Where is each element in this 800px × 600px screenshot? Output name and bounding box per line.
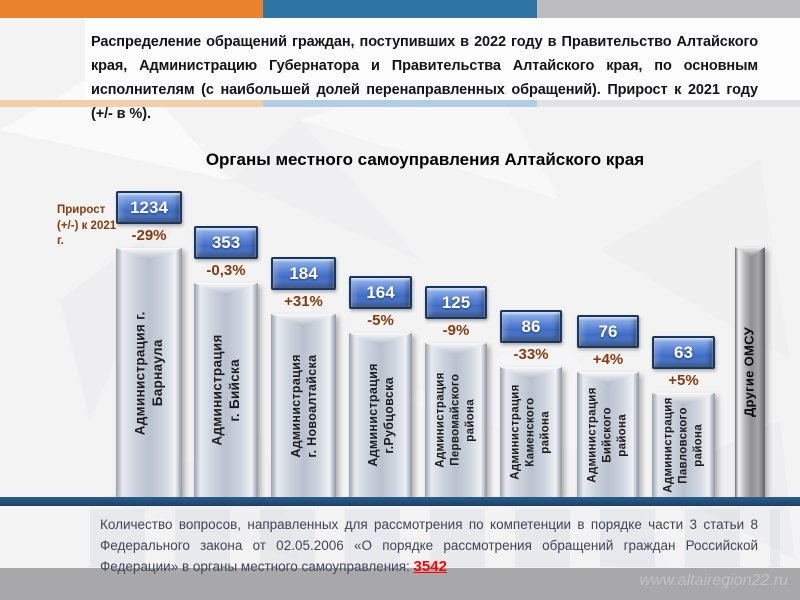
footer-note: Количество вопросов, направленных для ра… <box>100 514 758 577</box>
bar-label: Администрация г.Рубцовска <box>365 363 396 467</box>
bar-column-biysk: 353 -0,3% Администрация г. Бийска <box>194 226 258 497</box>
change-label: -9% <box>442 322 470 339</box>
change-label: -0,3% <box>206 262 246 279</box>
bar-label: Администрация Каменского района <box>509 384 552 480</box>
bar: Администрация Бийского района <box>577 372 639 497</box>
bar-column-kamensky: 86 -33% Администрация Каменского района <box>500 310 562 497</box>
strip-orange <box>0 100 263 107</box>
bar: Администрация г. Барнаула <box>116 248 182 497</box>
accent-orange-segment <box>0 0 263 18</box>
bar-label: Другие ОМСУ <box>741 326 757 418</box>
value-badge: 63 <box>652 336 715 369</box>
bar-column-barnaul: 1234 -29% Администрация г. Барнаула <box>116 191 182 497</box>
bar: Администрация г.Рубцовска <box>349 333 412 497</box>
slide-header: Распределение обращений граждан, поступи… <box>85 18 800 122</box>
top-accent-bar <box>0 0 800 18</box>
bar: Администрация г. Новоалтайска <box>271 314 336 497</box>
bar-column-rubtsovsk: 164 -5% Администрация г.Рубцовска <box>349 276 412 497</box>
growth-note: Прирост (+/-) к 2021 г. <box>57 204 117 248</box>
bar: Администрация Каменского района <box>500 367 562 497</box>
change-label: -29% <box>131 227 167 244</box>
change-label: +31% <box>284 293 323 310</box>
value-badge: 184 <box>271 257 336 290</box>
bar-label: Администрация г. Барнаула <box>132 310 165 435</box>
value-badge: 76 <box>577 315 639 348</box>
bar: Администрация Павловского района <box>652 393 715 497</box>
bar-column-novoaltaysk: 184 +31% Администрация г. Новоалтайска <box>271 257 336 497</box>
change-label: +4% <box>592 351 624 368</box>
footer-band: www.altairegion22.ru <box>0 568 800 600</box>
accent-blue-segment <box>263 0 537 18</box>
bar-label: Администрация Первомайского района <box>434 372 477 468</box>
change-label: -5% <box>367 312 394 329</box>
change-label: +5% <box>668 372 699 389</box>
strip-gray <box>537 100 800 107</box>
value-badge: 125 <box>425 286 487 319</box>
bar: Администрация г. Бийска <box>194 283 258 497</box>
value-badge: 86 <box>500 310 562 343</box>
chart-title: Органы местного самоуправления Алтайског… <box>205 150 645 169</box>
accent-gray-segment <box>537 0 800 18</box>
bar: Администрация Первомайского района <box>425 343 487 497</box>
header-underline-strip <box>0 100 800 107</box>
slide-header-text: Распределение обращений граждан, поступи… <box>91 34 758 122</box>
footer-total-value: 3542 <box>413 558 447 575</box>
bar-column-other-omsu: Другие ОМСУ <box>735 247 765 497</box>
chart-baseline <box>0 497 800 506</box>
bar-label: Администрация г. Бийска <box>209 334 242 446</box>
bar-label: Администрация г. Новоалтайска <box>288 353 319 458</box>
strip-blue <box>263 100 537 107</box>
footer-note-text: Количество вопросов, направленных для ра… <box>100 517 758 574</box>
watermark: www.altairegion22.ru <box>639 572 788 589</box>
value-badge: 164 <box>349 276 412 309</box>
bar-column-pervomaysky: 125 -9% Администрация Первомайского райо… <box>425 286 487 497</box>
bar: Другие ОМСУ <box>735 247 765 497</box>
bar-label: Администрация Бийского района <box>586 386 629 483</box>
value-badge: 1234 <box>116 191 182 224</box>
faint-stripes-texture <box>90 509 780 567</box>
bar-label: Администрация Павловского района <box>662 397 704 493</box>
value-badge: 353 <box>194 226 258 259</box>
bar-column-biysky-rayon: 76 +4% Администрация Бийского района <box>577 315 639 497</box>
change-label: -33% <box>513 346 549 363</box>
bar-column-pavlovsky: 63 +5% Администрация Павловского района <box>652 336 715 497</box>
